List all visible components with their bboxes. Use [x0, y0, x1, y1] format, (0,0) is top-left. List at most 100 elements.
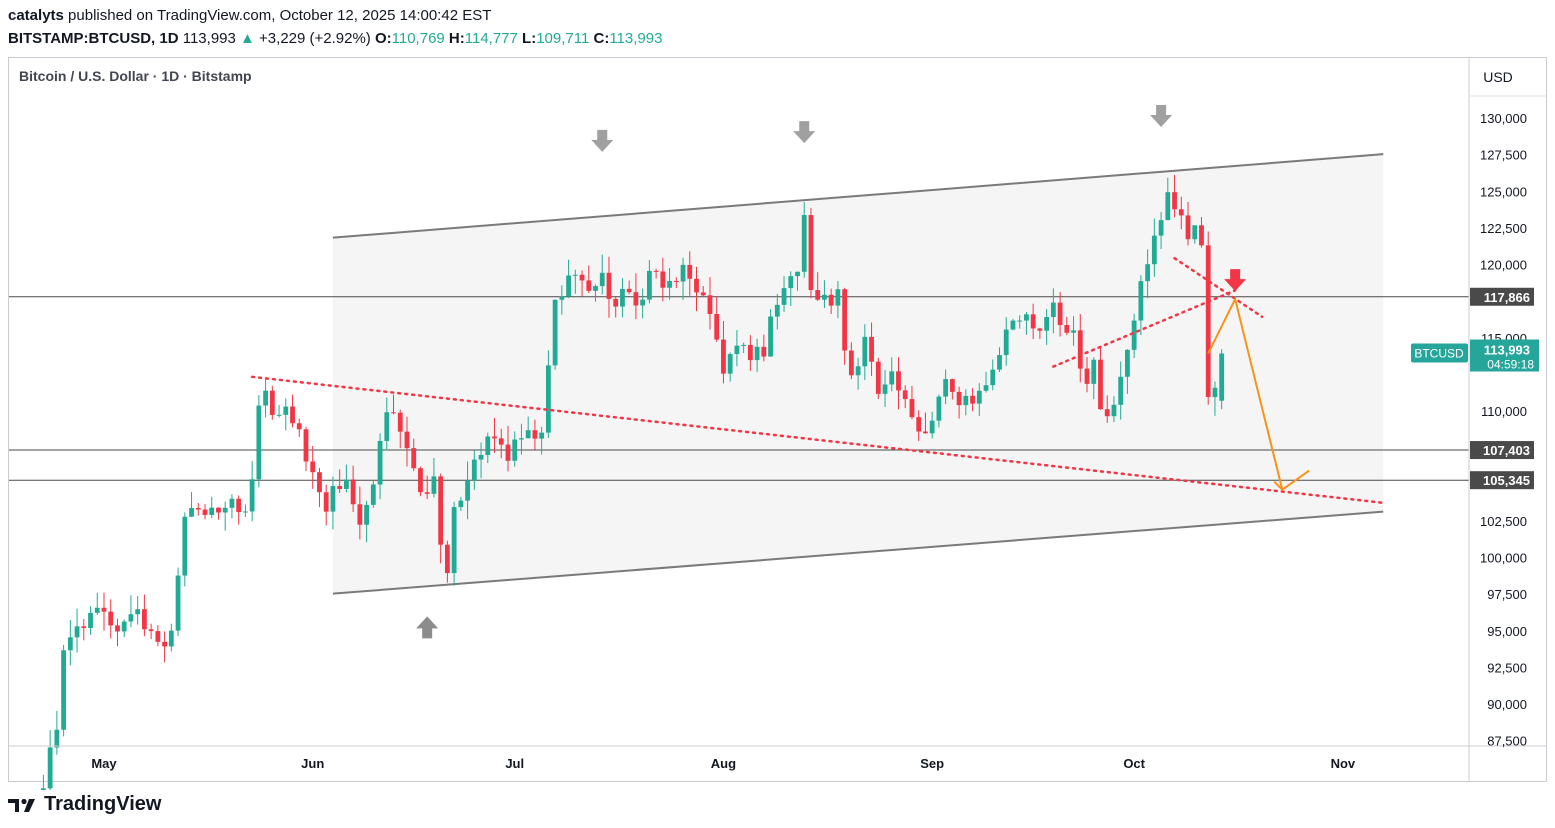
- projection-arrowhead-icon: [1273, 469, 1310, 491]
- x-tick-label: Oct: [1123, 756, 1145, 771]
- y-tick-label: 97,500: [1487, 587, 1527, 602]
- candle-body: [269, 390, 275, 415]
- y-tick-label: 95,000: [1487, 624, 1527, 639]
- candle-body: [1091, 359, 1097, 384]
- candle-body: [263, 390, 268, 406]
- candle-body: [815, 290, 821, 300]
- candle-body: [700, 292, 706, 296]
- candle-body: [1050, 302, 1056, 318]
- candle-body: [680, 264, 686, 282]
- candle-body: [195, 507, 201, 510]
- candle-body: [1010, 320, 1016, 330]
- projection-path[interactable]: [1207, 296, 1284, 490]
- candle-body: [822, 294, 827, 300]
- candle-body: [485, 436, 491, 455]
- candle-body: [781, 288, 787, 305]
- candle-body: [694, 278, 699, 293]
- candle-body: [714, 314, 720, 340]
- candle-body: [162, 641, 167, 647]
- dotted-trendline[interactable]: [250, 375, 1385, 505]
- candle-body: [108, 611, 114, 626]
- candle-body: [1199, 225, 1204, 246]
- candle-body: [1138, 281, 1144, 321]
- candle-body: [1145, 264, 1151, 282]
- candle-body: [1071, 330, 1076, 333]
- candle-body: [882, 384, 888, 394]
- low-label: L:: [522, 30, 537, 47]
- dotted-trendline[interactable]: [1052, 289, 1237, 368]
- candle-body: [539, 432, 545, 439]
- candle-body: [1125, 349, 1130, 377]
- y-tick-label: 110,000: [1481, 404, 1527, 419]
- y-tick-label: 130,000: [1480, 111, 1527, 126]
- candle-body: [572, 274, 578, 276]
- candle-body: [189, 507, 194, 517]
- ticker-label: BTCUSD: [1414, 347, 1464, 361]
- current-price-label: 113,993: [1484, 343, 1530, 358]
- candle-body: [222, 507, 228, 513]
- candle-body: [795, 271, 800, 277]
- candle-body: [81, 626, 87, 629]
- candle-body: [707, 295, 713, 315]
- candle-body: [478, 454, 484, 460]
- candle-body: [889, 371, 895, 385]
- candle-body: [1017, 320, 1023, 322]
- candle-body: [492, 436, 497, 439]
- candle-body: [936, 396, 942, 421]
- candle-body: [1077, 330, 1083, 369]
- candle-body: [633, 292, 639, 306]
- candle-body: [323, 492, 329, 512]
- candle-body: [943, 379, 949, 397]
- candle-body: [687, 264, 693, 279]
- candle-body: [229, 498, 235, 508]
- candle-body: [1172, 192, 1177, 210]
- candle-body: [343, 479, 349, 489]
- candle-body: [283, 406, 289, 415]
- candle-body: [47, 747, 53, 789]
- candle-body: [1131, 320, 1137, 350]
- candle-body: [397, 412, 403, 432]
- candle-body: [128, 614, 134, 622]
- level-label: 105,345: [1483, 473, 1530, 488]
- candle-body: [61, 650, 67, 730]
- footer-brand[interactable]: TradingView: [8, 793, 161, 816]
- candle-body: [41, 788, 46, 790]
- candle-body: [909, 399, 915, 418]
- candle-body: [458, 500, 464, 508]
- candle-body: [848, 350, 854, 376]
- candle-body: [216, 507, 221, 513]
- candle-body: [902, 390, 908, 400]
- y-tick-label: 122,500: [1480, 221, 1527, 236]
- candle-body: [916, 417, 922, 432]
- candle-body: [411, 448, 417, 469]
- y-tick-label: 125,000: [1480, 184, 1527, 199]
- candle-body: [202, 509, 208, 515]
- price-change: +3,229 (+2.92%): [259, 30, 371, 47]
- candle-body: [923, 431, 928, 434]
- candle-body: [963, 395, 969, 406]
- author-name[interactable]: catalyts: [8, 7, 64, 24]
- candle-body: [242, 511, 248, 513]
- candle-body: [1178, 209, 1184, 216]
- y-tick-label: 87,500: [1487, 734, 1527, 749]
- candle-body: [626, 288, 632, 293]
- level-label-bg: [1470, 441, 1534, 460]
- candle-body: [842, 289, 848, 351]
- arrow-down-icon: [1224, 269, 1247, 292]
- candle-body: [88, 612, 93, 629]
- candle-body: [1064, 324, 1070, 333]
- channel-upper-line[interactable]: [332, 153, 1384, 239]
- candle-body: [505, 444, 511, 461]
- candle-body: [519, 438, 524, 440]
- x-tick-label: May: [91, 756, 117, 771]
- level-label-bg: [1470, 287, 1534, 306]
- currency-label[interactable]: USD: [1483, 69, 1513, 85]
- candle-body: [357, 504, 363, 525]
- channel-lower-line[interactable]: [332, 510, 1384, 595]
- symbol-info: BITSTAMP:BTCUSD, 1D 113,993 ▲ +3,229 (+2…: [8, 30, 662, 47]
- tradingview-logo-icon: [8, 798, 35, 812]
- price-chart[interactable]: 117,866 107,403 105,345 87,500 90,000 92,500…: [0, 0, 1555, 790]
- candle-body: [444, 544, 450, 574]
- candle-body: [754, 346, 760, 361]
- x-tick-label: Aug: [711, 756, 736, 771]
